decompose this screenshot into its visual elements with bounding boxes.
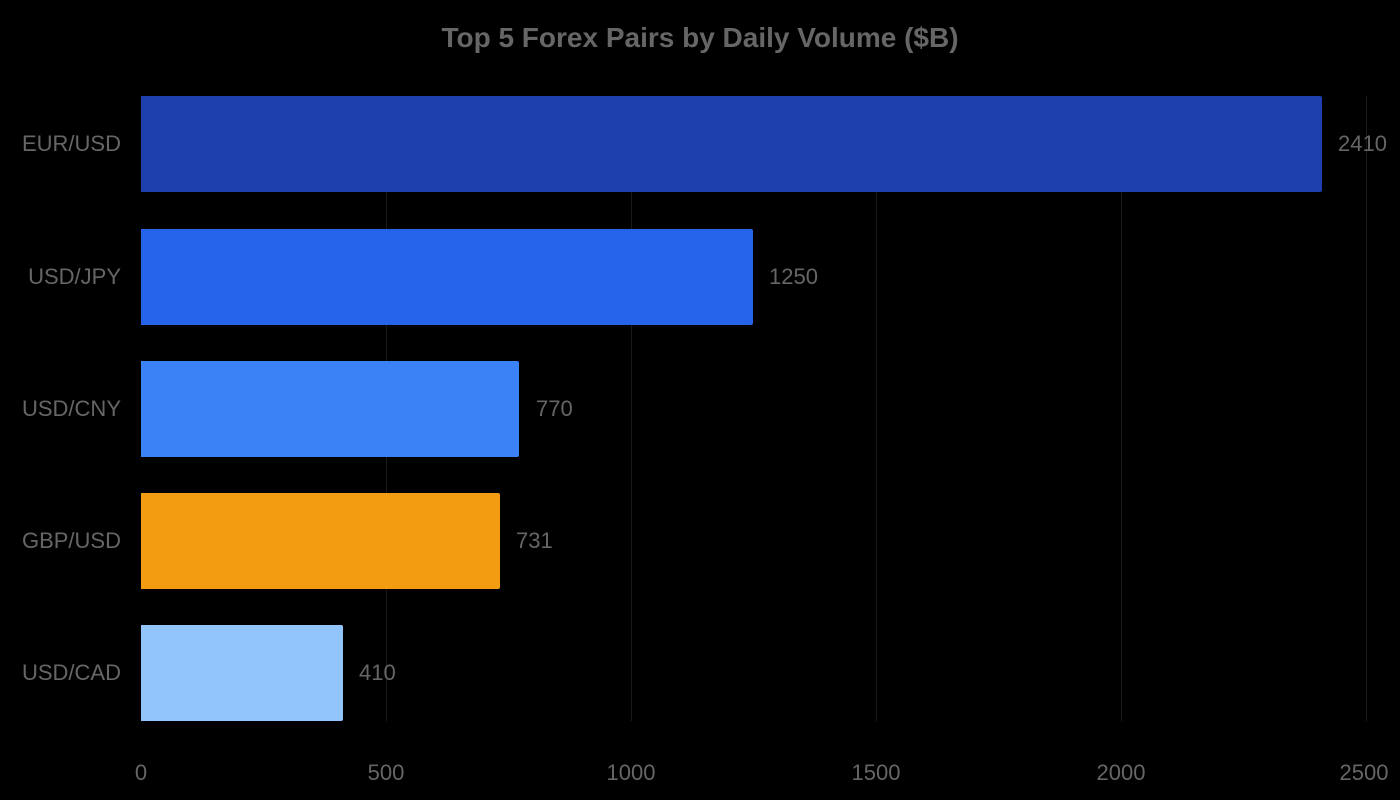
gridline: [876, 96, 877, 721]
bar-usd-cad[interactable]: [141, 625, 343, 721]
gridline: [1121, 96, 1122, 721]
bar-usd-jpy[interactable]: [141, 229, 753, 325]
x-tick-label: 0: [134, 760, 148, 785]
category-label: GBP/USD: [21, 528, 121, 553]
category-label: EUR/USD: [21, 131, 121, 156]
x-tick-label: 2500: [1339, 760, 1389, 785]
x-tick-label: 1500: [851, 760, 901, 785]
x-tick-label: 500: [367, 760, 405, 785]
x-tick-label: 2000: [1096, 760, 1146, 785]
plot-area: 2410 1250 770 731 410: [141, 96, 1387, 721]
gridline: [1366, 96, 1367, 721]
value-label: 770: [536, 396, 573, 421]
bar-eur-usd[interactable]: [141, 96, 1322, 192]
value-label: 2410: [1338, 131, 1387, 156]
category-label: USD/JPY: [28, 264, 121, 289]
value-label: 731: [516, 528, 553, 553]
x-tick-label: 1000: [606, 760, 656, 785]
gridline: [631, 96, 632, 721]
bar-gbp-usd[interactable]: [141, 493, 500, 589]
category-label: USD/CNY: [21, 396, 121, 421]
chart-title: Top 5 Forex Pairs by Daily Volume ($B): [441, 22, 959, 53]
bar-usd-cny[interactable]: [141, 361, 519, 457]
category-label: USD/CAD: [21, 660, 121, 685]
value-label: 1250: [769, 264, 818, 289]
value-label: 410: [359, 660, 396, 685]
